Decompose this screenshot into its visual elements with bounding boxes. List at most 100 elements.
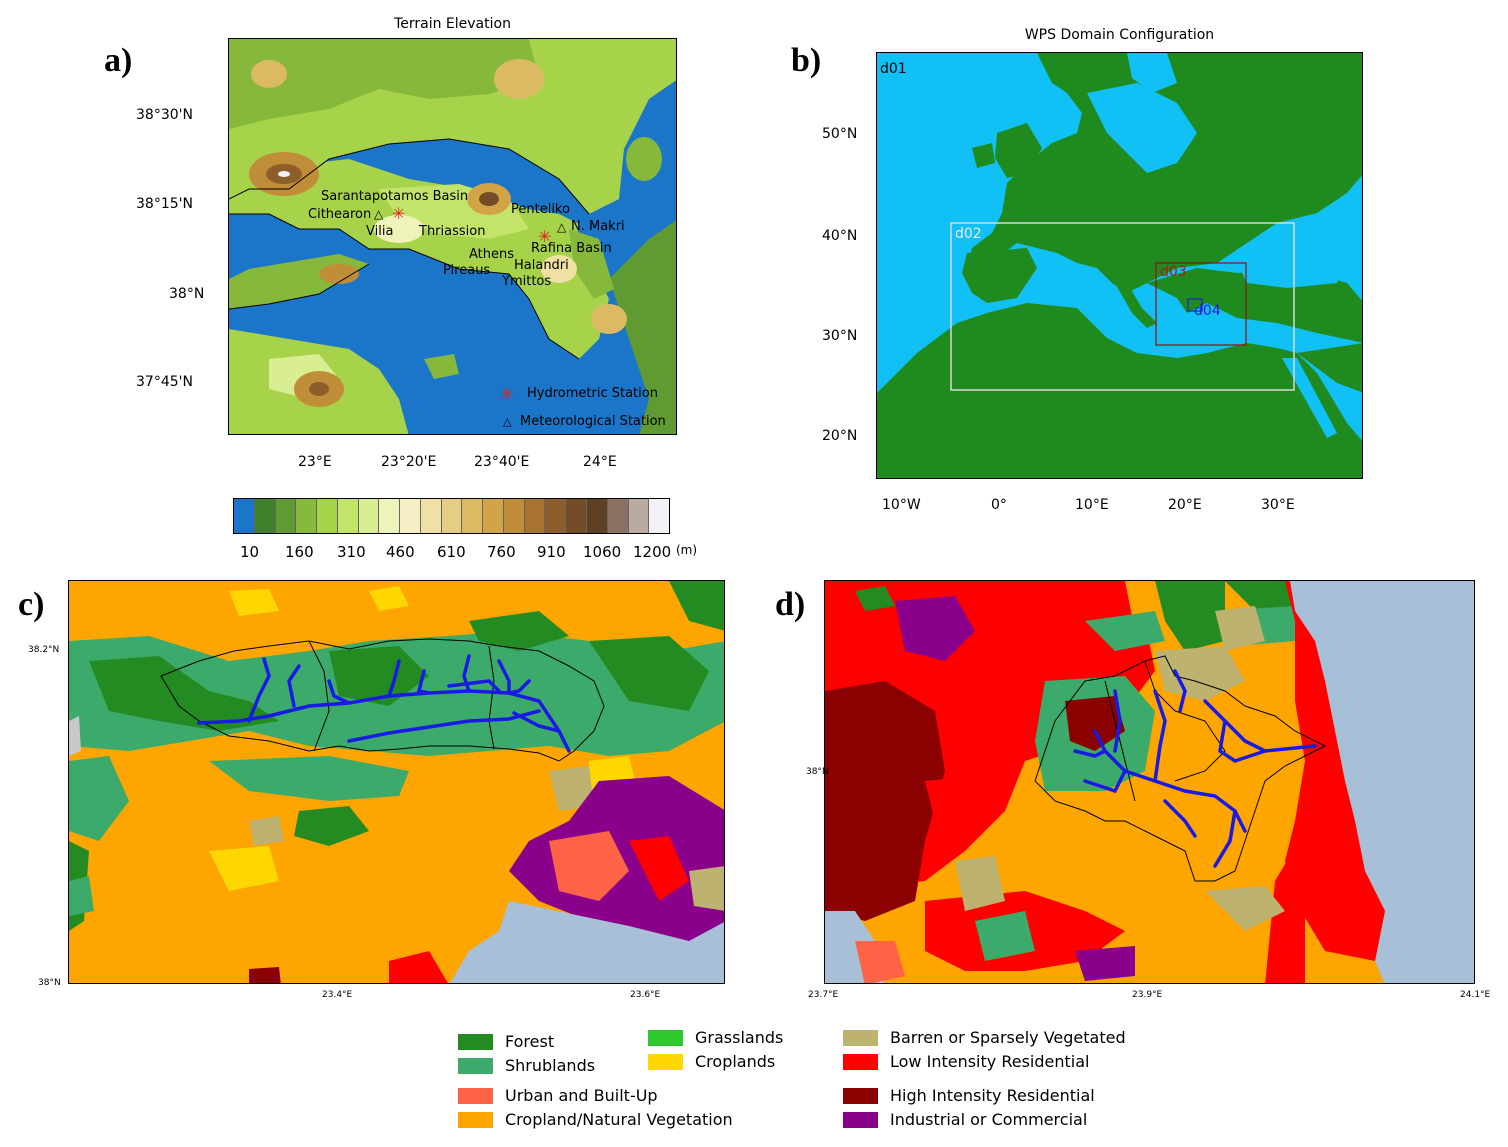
colorbar-segment <box>234 499 255 533</box>
legend-label: Forest <box>505 1032 555 1051</box>
lat-tick: 38°15'N <box>136 196 193 212</box>
met-station-triangle-icon: △ <box>374 207 384 221</box>
legend-item-urban: Urban and Built-Up <box>458 1086 658 1105</box>
legend-swatch <box>648 1053 683 1070</box>
place-label-rafina: Rafina Basin <box>531 241 612 256</box>
legend-swatch <box>843 1087 878 1104</box>
place-label-pireaus: Pireaus <box>443 263 491 278</box>
colorbar-segment <box>296 499 318 533</box>
legend-label: Cropland/Natural Vegetation <box>505 1110 733 1129</box>
legend-label: Low Intensity Residential <box>890 1052 1090 1071</box>
lat-tick: 38°N <box>806 767 829 777</box>
legend-item-low-residential: Low Intensity Residential <box>843 1052 1089 1071</box>
legend-item-industrial: Industrial or Commercial <box>843 1110 1087 1129</box>
legend-swatch <box>843 1029 878 1046</box>
lat-tick: 30°N <box>822 328 858 344</box>
hydro-legend-star-icon: ✳ <box>500 384 514 403</box>
hydro-legend-label: Hydrometric Station <box>527 386 658 401</box>
met-legend-label: Meteorological Station <box>520 414 666 429</box>
legend-swatch <box>458 1033 493 1050</box>
lon-tick: 23°20'E <box>381 454 437 470</box>
colorbar-segment <box>254 499 276 533</box>
colorbar-segment <box>587 499 608 533</box>
landuse-d-svg <box>825 581 1474 983</box>
lat-tick: 40°N <box>822 228 858 244</box>
colorbar-segment <box>358 499 380 533</box>
panel-b-letter: b) <box>791 42 822 79</box>
panel-c-letter: c) <box>18 586 45 623</box>
colorbar-label: 160 <box>285 543 314 561</box>
legend-label: Shrublands <box>505 1056 596 1075</box>
domain-label-d03: d03 <box>1160 264 1187 280</box>
legend-swatch <box>458 1111 493 1128</box>
legend-swatch <box>843 1111 878 1128</box>
elevation-colorbar <box>233 498 670 534</box>
colorbar-segment <box>649 499 670 533</box>
colorbar-label: 760 <box>487 543 516 561</box>
colorbar-segment <box>400 499 421 533</box>
legend-swatch <box>458 1087 493 1104</box>
hydro-station-star-icon: ✳ <box>392 204 406 223</box>
colorbar-label: 910 <box>537 543 566 561</box>
domain-label-d04: d04 <box>1194 303 1221 319</box>
lon-tick: 23.9°E <box>1132 990 1163 1000</box>
wps-domain-map <box>876 52 1363 479</box>
panel-d-letter: d) <box>775 586 806 623</box>
place-label-cithearon: Cithearon <box>308 207 372 222</box>
legend-label: Croplands <box>695 1052 776 1071</box>
domain-label-d02: d02 <box>955 226 982 242</box>
colorbar-segment <box>524 499 546 533</box>
met-legend-triangle-icon: △ <box>503 415 512 428</box>
legend-label: High Intensity Residential <box>890 1086 1095 1105</box>
terrain-elevation-map <box>228 38 677 435</box>
colorbar-segment <box>566 499 588 533</box>
colorbar-label: 1060 <box>583 543 622 561</box>
panel-a-letter: a) <box>104 42 133 79</box>
lat-tick: 38°N <box>38 978 61 988</box>
colorbar-unit: (m) <box>676 543 698 557</box>
colorbar-segment <box>441 499 463 533</box>
lon-tick: 23.7°E <box>808 990 839 1000</box>
lat-tick: 50°N <box>822 126 858 142</box>
place-label-ymittos: Ymittos <box>502 274 552 289</box>
colorbar-segment <box>503 499 525 533</box>
legend-swatch <box>458 1057 493 1074</box>
legend-swatch <box>648 1029 683 1046</box>
place-label-athens: Athens <box>469 247 515 262</box>
panel-b-title: WPS Domain Configuration <box>1024 27 1215 43</box>
legend-label: Grasslands <box>695 1028 784 1047</box>
legend-item-grasslands: Grasslands <box>648 1028 783 1047</box>
lon-tick: 24.1°E <box>1460 990 1491 1000</box>
colorbar-segment <box>607 499 629 533</box>
terrain-elevation-svg <box>229 39 676 434</box>
lat-tick: 38.2°N <box>28 645 60 655</box>
colorbar-label: 610 <box>437 543 466 561</box>
lat-tick: 37°45'N <box>136 374 193 390</box>
place-label-nmakri: N. Makri <box>571 219 625 234</box>
colorbar-label: 1200 <box>633 543 672 561</box>
legend-item-cropland-natural: Cropland/Natural Vegetation <box>458 1110 733 1129</box>
lat-tick: 20°N <box>822 428 858 444</box>
colorbar-segment <box>337 499 359 533</box>
legend-item-forest: Forest <box>458 1032 554 1051</box>
place-label-halandri: Halandri <box>514 258 569 273</box>
colorbar-segment <box>462 499 484 533</box>
landuse-map-rafina <box>824 580 1475 984</box>
colorbar-segment <box>483 499 504 533</box>
domain-label-d01: d01 <box>880 61 907 77</box>
met-station-triangle-icon: △ <box>557 220 567 234</box>
lat-tick: 38°30'N <box>136 107 193 123</box>
colorbar-segment <box>545 499 567 533</box>
lon-tick: 20°E <box>1168 497 1202 513</box>
colorbar-label: 10 <box>240 543 260 561</box>
panel-a-title: Terrain Elevation <box>394 16 511 32</box>
colorbar-label: 460 <box>386 543 415 561</box>
lon-tick: 0° <box>991 497 1007 513</box>
place-label-thriassion: Thriassion <box>419 224 486 239</box>
colorbar-segment <box>275 499 297 533</box>
landuse-map-sarantapotamos <box>68 580 725 984</box>
lon-tick: 23°40'E <box>474 454 530 470</box>
place-label-penteliko: Penteliko <box>511 202 570 217</box>
legend-swatch <box>843 1053 878 1070</box>
lon-tick: 23.4°E <box>322 990 353 1000</box>
